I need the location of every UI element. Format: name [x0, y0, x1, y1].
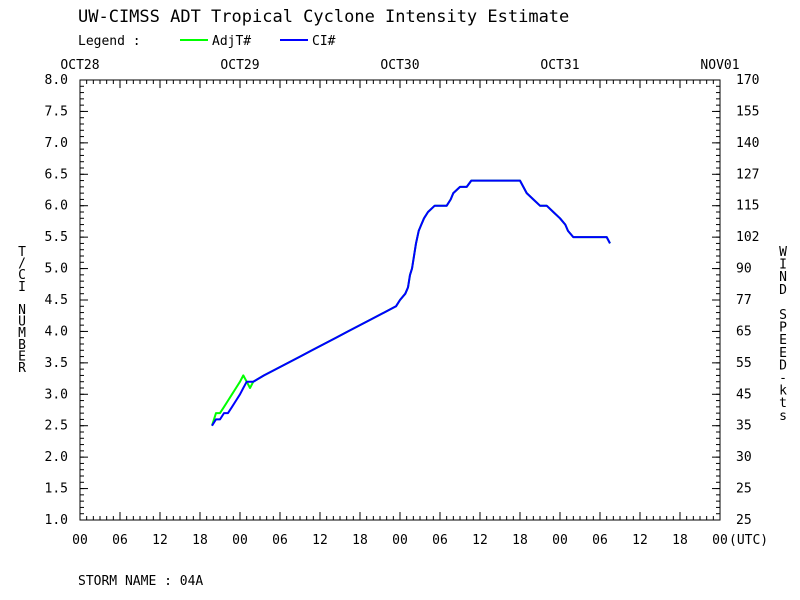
y-left-tick-label: 1.5: [45, 482, 68, 497]
y-left-tick-label: 2.5: [45, 419, 68, 434]
legend-entry-adjt: AdjT#: [212, 34, 251, 49]
y-left-tick-label: 3.0: [45, 387, 68, 402]
x-hour-tick-label: 12: [312, 533, 328, 548]
y-left-tick-label: 2.0: [45, 450, 68, 465]
y-left-tick-label: 4.5: [45, 293, 68, 308]
y-right-tick-label: 90: [736, 262, 752, 277]
y-left-tick-label: 4.0: [45, 324, 68, 339]
y-left-tick-label: 6.0: [45, 199, 68, 214]
y-left-tick-label: 5.0: [45, 262, 68, 277]
x-hour-tick-label: 12: [632, 533, 648, 548]
chart-title: UW-CIMSS ADT Tropical Cyclone Intensity …: [78, 7, 569, 27]
legend-entry-ci: CI#: [312, 34, 336, 49]
series-line-adjt: [211, 179, 611, 427]
date-label: OCT30: [380, 58, 419, 73]
x-hour-tick-label: 06: [432, 533, 448, 548]
date-label: OCT31: [540, 58, 579, 73]
x-hour-tick-label: 18: [672, 533, 688, 548]
y-left-tick-label: 1.0: [45, 513, 68, 528]
x-hour-tick-label: 12: [472, 533, 488, 548]
y-right-tick-label: 25: [736, 482, 752, 497]
x-hour-tick-label: 00: [72, 533, 88, 548]
x-hour-tick-label: 18: [512, 533, 528, 548]
date-label: OCT29: [220, 58, 259, 73]
x-hour-tick-label: 12: [152, 533, 168, 548]
y-right-tick-label: 77: [736, 293, 752, 308]
y-right-tick-label: 127: [736, 167, 759, 182]
x-hour-tick-label: 00: [392, 533, 408, 548]
x-hour-tick-label: 18: [352, 533, 368, 548]
x-hour-tick-label: 06: [592, 533, 608, 548]
legend-label: Legend :: [78, 34, 141, 49]
y-right-tick-label: 155: [736, 104, 759, 119]
x-hour-tick-label: 18: [192, 533, 208, 548]
x-hour-tick-label: 00: [552, 533, 568, 548]
y-right-tick-label: 140: [736, 136, 759, 151]
y-left-tick-label: 6.5: [45, 167, 68, 182]
series-line-ci: [211, 179, 611, 427]
x-hour-tick-label: 00: [712, 533, 728, 548]
storm-name-label: STORM NAME : 04A: [78, 574, 203, 589]
y-right-tick-label: 115: [736, 199, 759, 214]
y-left-tick-label: 5.5: [45, 230, 68, 245]
y-left-tick-label: 7.5: [45, 104, 68, 119]
y-right-tick-label: 65: [736, 324, 752, 339]
x-hour-tick-label: 00: [232, 533, 248, 548]
x-hour-tick-label: 06: [112, 533, 128, 548]
y-right-tick-label: 35: [736, 419, 752, 434]
y-right-tick-label: 55: [736, 356, 752, 371]
y-right-tick-label: 170: [736, 73, 759, 88]
y-right-tick-label: 30: [736, 450, 752, 465]
y-left-tick-label: 3.5: [45, 356, 68, 371]
y-right-tick-label: 102: [736, 230, 759, 245]
x-hour-tick-label: 06: [272, 533, 288, 548]
y-left-tick-label: 8.0: [45, 73, 68, 88]
x-axis-label: (UTC): [729, 533, 768, 548]
y-left-tick-label: 7.0: [45, 136, 68, 151]
date-label: OCT28: [60, 58, 99, 73]
y-right-tick-label: 45: [736, 387, 752, 402]
date-label: NOV01: [700, 58, 739, 73]
y-right-tick-label: 25: [736, 513, 752, 528]
